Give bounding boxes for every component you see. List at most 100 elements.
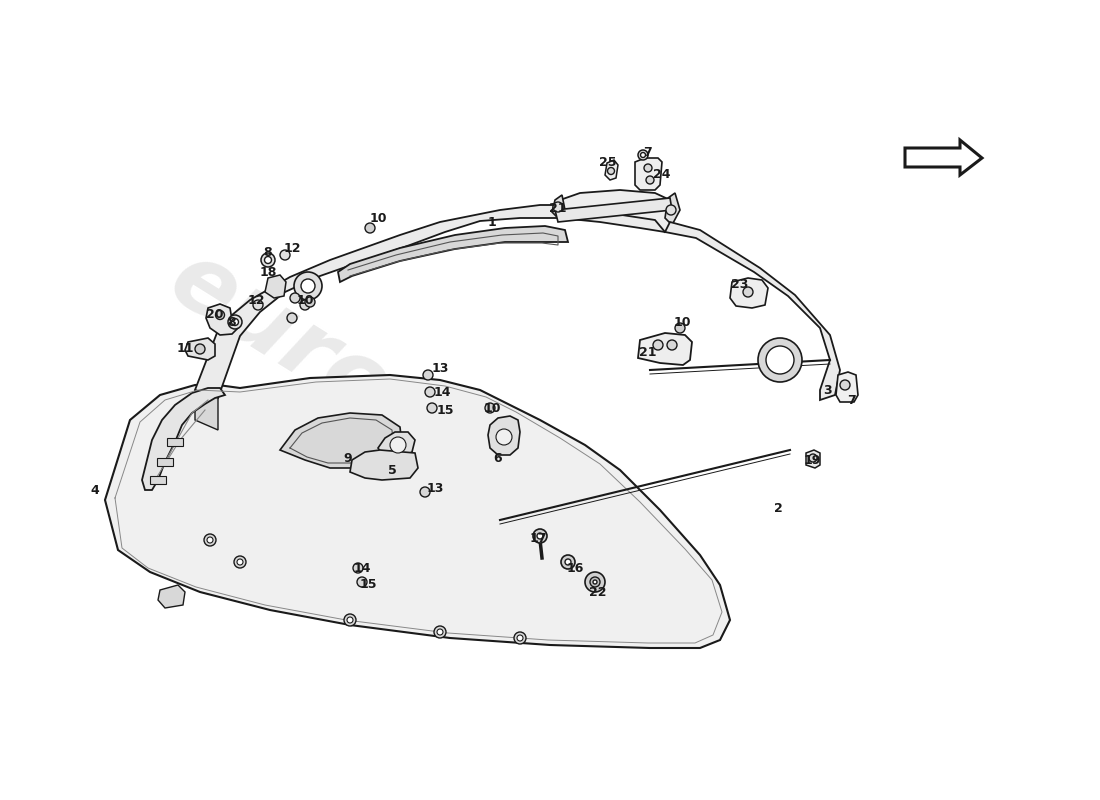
- Text: 8: 8: [228, 315, 236, 329]
- Circle shape: [590, 577, 600, 587]
- Circle shape: [437, 629, 443, 635]
- Polygon shape: [552, 195, 565, 218]
- Text: 15: 15: [360, 578, 376, 591]
- Polygon shape: [730, 278, 768, 308]
- Circle shape: [216, 310, 224, 319]
- Text: 13: 13: [427, 482, 443, 494]
- Text: 4: 4: [90, 483, 99, 497]
- Circle shape: [207, 537, 213, 543]
- Circle shape: [742, 287, 754, 297]
- Text: 10: 10: [296, 294, 314, 306]
- Circle shape: [264, 257, 272, 263]
- Text: 8: 8: [264, 246, 273, 258]
- Text: 18: 18: [260, 266, 277, 278]
- Circle shape: [561, 555, 575, 569]
- Polygon shape: [150, 476, 166, 484]
- Circle shape: [390, 437, 406, 453]
- Circle shape: [287, 313, 297, 323]
- Text: 12: 12: [284, 242, 300, 254]
- Circle shape: [638, 150, 648, 160]
- Text: 7: 7: [644, 146, 652, 158]
- Text: 17: 17: [529, 531, 547, 545]
- Polygon shape: [280, 413, 402, 468]
- Text: 5: 5: [387, 463, 396, 477]
- Polygon shape: [195, 205, 670, 398]
- Text: eurospares: eurospares: [152, 233, 707, 627]
- Circle shape: [353, 563, 363, 573]
- Circle shape: [593, 580, 597, 584]
- Circle shape: [666, 205, 676, 215]
- Polygon shape: [338, 226, 568, 282]
- Circle shape: [758, 338, 802, 382]
- Circle shape: [485, 403, 495, 413]
- Text: 20: 20: [207, 309, 223, 322]
- Circle shape: [534, 529, 547, 543]
- Text: 15: 15: [437, 403, 453, 417]
- Text: 24: 24: [653, 169, 671, 182]
- Text: 21: 21: [549, 202, 566, 214]
- Circle shape: [646, 176, 654, 184]
- Polygon shape: [104, 375, 730, 648]
- Text: 23: 23: [732, 278, 749, 291]
- Circle shape: [204, 534, 216, 546]
- Text: 6: 6: [494, 451, 503, 465]
- Polygon shape: [167, 438, 183, 446]
- Polygon shape: [142, 388, 226, 490]
- Circle shape: [766, 346, 794, 374]
- Polygon shape: [206, 304, 238, 335]
- Polygon shape: [666, 222, 840, 400]
- Circle shape: [253, 300, 263, 310]
- Circle shape: [537, 533, 543, 539]
- Text: 3: 3: [824, 383, 833, 397]
- Text: 10: 10: [673, 315, 691, 329]
- Circle shape: [496, 429, 512, 445]
- Polygon shape: [378, 432, 415, 458]
- Circle shape: [517, 635, 522, 641]
- Text: 19: 19: [803, 454, 821, 466]
- Polygon shape: [905, 140, 982, 175]
- Polygon shape: [488, 416, 520, 455]
- Text: 11: 11: [176, 342, 194, 354]
- Text: 12: 12: [248, 294, 265, 306]
- Circle shape: [607, 167, 615, 174]
- Circle shape: [228, 315, 242, 329]
- Circle shape: [553, 202, 563, 212]
- Circle shape: [195, 344, 205, 354]
- Circle shape: [667, 340, 676, 350]
- Text: 14: 14: [353, 562, 371, 574]
- Circle shape: [585, 572, 605, 592]
- Circle shape: [301, 279, 315, 293]
- Circle shape: [231, 318, 239, 326]
- Circle shape: [808, 454, 817, 462]
- Circle shape: [346, 617, 353, 623]
- Circle shape: [420, 487, 430, 497]
- Text: 16: 16: [566, 562, 584, 574]
- Polygon shape: [635, 158, 662, 190]
- Circle shape: [434, 626, 446, 638]
- Circle shape: [675, 323, 685, 333]
- Polygon shape: [556, 198, 672, 222]
- Circle shape: [424, 370, 433, 380]
- Text: 10: 10: [483, 402, 500, 414]
- Text: 14: 14: [433, 386, 451, 398]
- Polygon shape: [638, 333, 692, 365]
- Text: 7: 7: [848, 394, 857, 406]
- Circle shape: [365, 223, 375, 233]
- Polygon shape: [350, 450, 418, 480]
- Circle shape: [300, 300, 310, 310]
- Text: 25: 25: [600, 155, 617, 169]
- Polygon shape: [185, 338, 214, 360]
- Circle shape: [236, 559, 243, 565]
- Circle shape: [290, 293, 300, 303]
- Text: a passion for parts since 1985: a passion for parts since 1985: [273, 426, 587, 634]
- Text: 2: 2: [773, 502, 782, 514]
- Circle shape: [344, 614, 356, 626]
- Circle shape: [514, 632, 526, 644]
- Circle shape: [427, 403, 437, 413]
- Text: 21: 21: [639, 346, 657, 358]
- Circle shape: [425, 387, 435, 397]
- Circle shape: [653, 340, 663, 350]
- Text: 10: 10: [370, 211, 387, 225]
- Polygon shape: [666, 193, 680, 225]
- Circle shape: [234, 556, 246, 568]
